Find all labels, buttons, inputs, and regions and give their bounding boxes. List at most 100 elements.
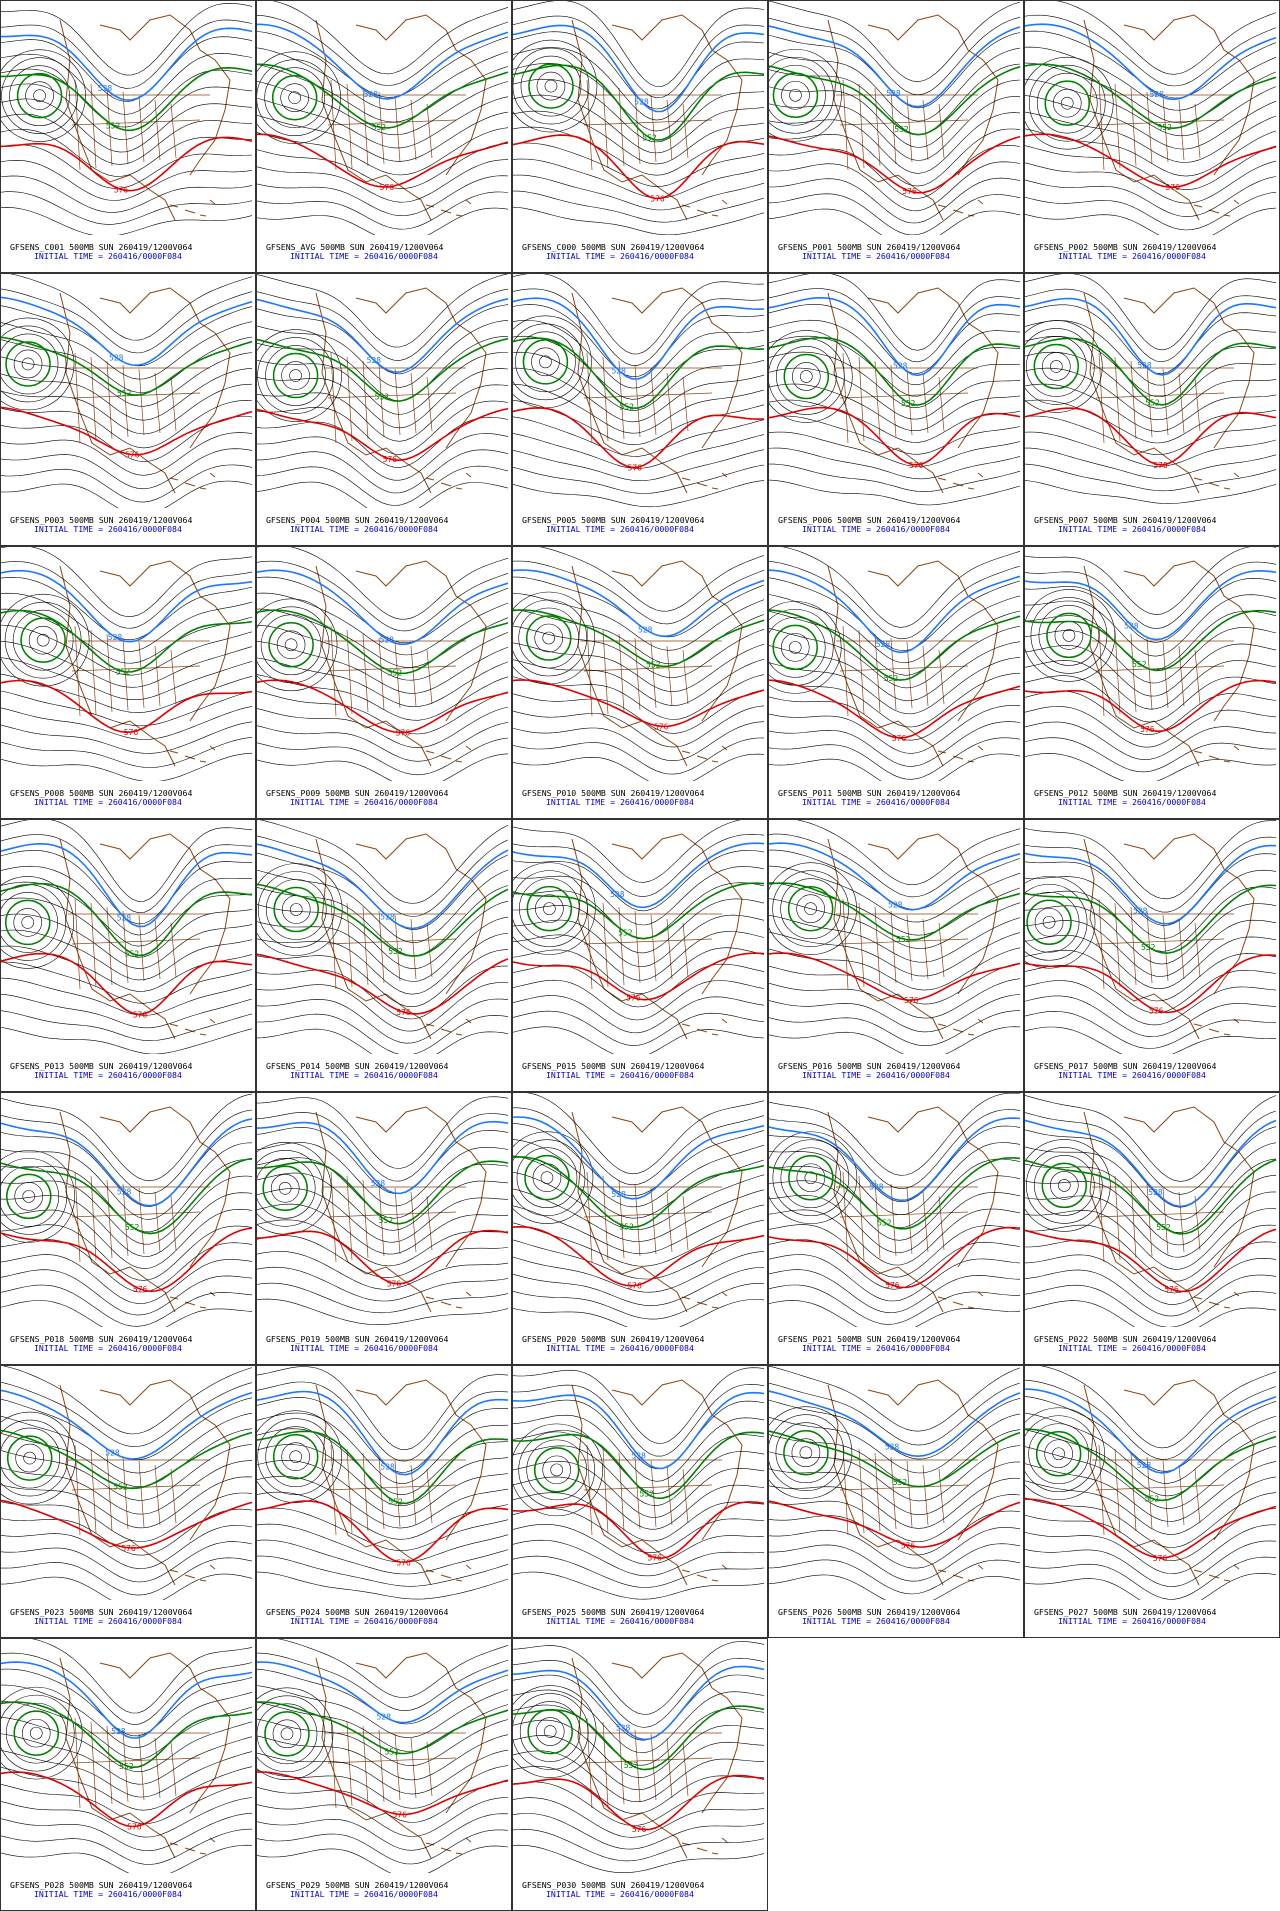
- islands: [937, 472, 984, 490]
- contour: [772, 1139, 850, 1217]
- coastline: [1083, 1106, 1255, 1313]
- contour-label: 576: [901, 1541, 916, 1550]
- border-line: [618, 633, 625, 713]
- border-line: [858, 1448, 865, 1534]
- contour: [769, 625, 1021, 689]
- contour-highlight: [769, 135, 1021, 194]
- contour: [513, 1828, 765, 1862]
- contour: [257, 1142, 509, 1207]
- contour-552: [1041, 1162, 1088, 1209]
- contour: [15, 1443, 44, 1473]
- border-line: [1130, 633, 1137, 713]
- contour: [1, 1686, 83, 1780]
- islands: [681, 1564, 728, 1582]
- border-line: [106, 360, 113, 440]
- contour: [513, 560, 765, 625]
- contour: [257, 329, 342, 422]
- border-line: [650, 1187, 657, 1255]
- map-panel: 528 552 576 GFSENS_P030 500MB SUN 260419/12…: [512, 1638, 768, 1911]
- contour: [1, 673, 253, 713]
- map-area: 528 552 576: [769, 274, 1021, 506]
- contour: [769, 737, 1021, 780]
- border-line: [890, 1456, 897, 1530]
- contour: [257, 1282, 509, 1314]
- contour: [1, 1419, 68, 1497]
- contour-highlight: [1, 1429, 253, 1490]
- border-line: [836, 367, 978, 399]
- panel-init-time: INITIAL TIME = 260416/0000F084: [802, 251, 950, 261]
- border-line: [346, 356, 353, 442]
- contour: [13, 349, 43, 379]
- contour: [1, 1652, 253, 1725]
- contour: [513, 1171, 765, 1231]
- border-line: [170, 1468, 177, 1524]
- contour: [1049, 360, 1063, 373]
- contour: [1025, 111, 1277, 163]
- contour: [520, 55, 582, 117]
- contour: [513, 1657, 765, 1728]
- border-line: [602, 1175, 609, 1261]
- contour-label: 528: [376, 1712, 391, 1721]
- border-line: [122, 1456, 129, 1530]
- contour: [513, 1797, 765, 1838]
- contour: [257, 1410, 342, 1503]
- border-line: [1092, 1459, 1234, 1491]
- contour: [1025, 415, 1277, 455]
- border-line: [890, 1183, 897, 1257]
- contour: [1, 448, 253, 490]
- contour: [513, 464, 765, 494]
- contour: [257, 641, 509, 694]
- contour: [9, 65, 70, 126]
- contour: [257, 81, 509, 136]
- panel-init-time: INITIAL TIME = 260416/0000F084: [546, 1616, 694, 1626]
- contour: [1025, 995, 1277, 1038]
- contour: [769, 577, 1021, 651]
- contour: [257, 1555, 509, 1587]
- coastline: [59, 287, 231, 494]
- contour: [1, 752, 253, 781]
- contour: [1025, 675, 1277, 723]
- contour: [1, 1812, 253, 1852]
- contour-highlight: [1025, 844, 1277, 925]
- contour-label: 576: [892, 734, 907, 743]
- contour-highlight: [257, 843, 509, 930]
- contour: [1025, 1208, 1277, 1270]
- contour-highlight: [513, 1501, 765, 1560]
- contour: [542, 1455, 572, 1485]
- contour-highlight: [769, 609, 1021, 681]
- map-area: 528 552 576: [1025, 274, 1277, 504]
- contour-label: 552: [125, 1223, 140, 1232]
- contour: [2, 1366, 253, 1435]
- contour: [257, 1685, 509, 1738]
- contour: [281, 361, 310, 390]
- contour: [1025, 336, 1087, 397]
- contour: [769, 415, 1021, 455]
- contour-highlight: [513, 64, 765, 141]
- contour-552: [271, 74, 318, 121]
- contour: [257, 143, 509, 189]
- contour: [277, 1639, 509, 1698]
- contour-label: 528: [109, 354, 124, 363]
- contour: [780, 633, 810, 662]
- contour: [257, 1235, 509, 1278]
- border-line: [922, 645, 929, 707]
- islands: [1193, 199, 1240, 217]
- border-line: [154, 1737, 161, 1799]
- map-area: 528 552 576: [513, 547, 765, 781]
- contour: [272, 1, 509, 75]
- map-panel: 528 552 576 GFSENS_P004 500MB SUN 260419/12…: [256, 273, 512, 546]
- contour: [281, 1442, 310, 1472]
- map-panel: 528 552 576 GFSENS_P027 500MB SUN 260419/12…: [1024, 1365, 1280, 1638]
- islands: [425, 472, 472, 490]
- contour: [1025, 820, 1277, 900]
- contour: [769, 1125, 1021, 1203]
- contour: [513, 1251, 765, 1293]
- contour: [513, 78, 765, 143]
- contour: [513, 850, 765, 912]
- contour: [1025, 547, 1277, 615]
- contour-label: 528: [117, 1187, 132, 1196]
- contour: [769, 1398, 1021, 1460]
- map-area: 528 552 576: [513, 1641, 765, 1873]
- contour: [257, 1459, 509, 1518]
- contour: [257, 1701, 509, 1752]
